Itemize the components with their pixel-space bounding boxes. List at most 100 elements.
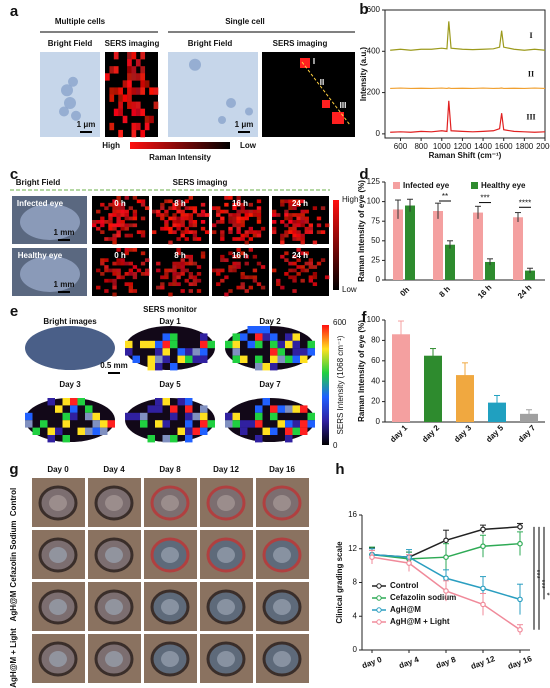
pixel (170, 405, 178, 413)
pixel (100, 220, 105, 224)
point (443, 537, 449, 544)
pixel (104, 268, 109, 273)
bar (405, 205, 415, 280)
pixel (127, 87, 132, 95)
pixel (300, 420, 308, 428)
pixel (164, 199, 169, 204)
pixel (255, 333, 263, 341)
pixel (255, 363, 263, 371)
pixel (240, 251, 245, 256)
pixel (240, 223, 245, 228)
pixel (292, 355, 300, 363)
pixel (248, 202, 254, 207)
cornea (105, 651, 123, 667)
pixel (116, 230, 121, 235)
y-tick-label: 60 (371, 356, 380, 365)
label: 16 h (232, 251, 248, 260)
hotspot (322, 100, 330, 108)
pixel (120, 275, 125, 280)
pixel (248, 230, 254, 235)
y-tick-label: 400 (367, 46, 381, 55)
pixel (288, 199, 293, 204)
pixel (108, 237, 113, 241)
significance: *** (480, 194, 489, 203)
pixel (153, 87, 159, 95)
pixel (304, 216, 309, 221)
pixel (96, 285, 101, 290)
pixel (128, 216, 134, 221)
pixel (184, 206, 189, 211)
pixel (240, 272, 245, 276)
pixel (184, 226, 189, 231)
pixel (204, 230, 210, 235)
pixel (248, 237, 254, 241)
pixel (284, 209, 289, 214)
pixel (200, 202, 206, 207)
point (443, 575, 449, 582)
pixel (296, 265, 301, 269)
label: Bright Field (48, 39, 93, 48)
pixel (108, 268, 113, 273)
label: II (320, 78, 324, 87)
pixel (176, 202, 181, 207)
pixel (244, 209, 249, 214)
y-tick-label: 0 (376, 275, 381, 284)
label: Low (240, 141, 257, 150)
pixel (160, 202, 165, 207)
x-tick-label: day 8 (435, 655, 458, 671)
pixel (220, 216, 225, 221)
pixel (176, 261, 181, 266)
panel-letter: f (362, 309, 368, 326)
pixel (112, 237, 117, 241)
y-axis-label: Clinical grading scale (335, 541, 344, 624)
pixel (256, 220, 262, 224)
pixel (62, 420, 70, 428)
pixel (155, 355, 163, 363)
cell (59, 106, 69, 117)
pixel (124, 196, 129, 200)
pixel (62, 435, 70, 443)
bar (485, 261, 495, 280)
pixel (180, 258, 185, 263)
pixel (280, 237, 285, 241)
pixel (256, 230, 262, 235)
pixel (296, 237, 301, 241)
pixel (127, 73, 132, 81)
y-tick-label: 200 (367, 88, 381, 97)
pixel (188, 261, 194, 266)
pixel (155, 398, 163, 406)
pixel (200, 226, 206, 231)
pixel (262, 363, 270, 371)
pixel (180, 216, 185, 221)
pixel (220, 278, 225, 283)
x-tick-label: 600 (394, 142, 408, 151)
pixel (244, 230, 249, 235)
pixel (172, 220, 177, 224)
pixel (112, 233, 117, 238)
pixel (244, 289, 249, 293)
pixel (140, 272, 146, 276)
pixel (109, 66, 115, 74)
pixel (132, 216, 138, 221)
pixel (292, 220, 297, 224)
pixel (140, 199, 146, 204)
x-tick-label: 0h (398, 285, 411, 298)
pixel (156, 268, 161, 273)
pixel (144, 115, 150, 124)
pixel (184, 261, 189, 266)
pixel (292, 202, 297, 207)
pixel (244, 254, 249, 259)
pixel (256, 261, 262, 266)
y-tick-label: 12 (348, 544, 357, 553)
cell (71, 110, 81, 121)
bright-field (168, 52, 258, 137)
pixel (240, 333, 248, 341)
pixel (105, 73, 110, 81)
pixel (107, 420, 115, 428)
pixel (140, 129, 146, 138)
pixel (270, 363, 278, 371)
plot-frame (384, 9, 546, 139)
pixel (120, 220, 125, 224)
label: Day 16 (269, 465, 295, 474)
label: Day 7 (259, 380, 281, 389)
